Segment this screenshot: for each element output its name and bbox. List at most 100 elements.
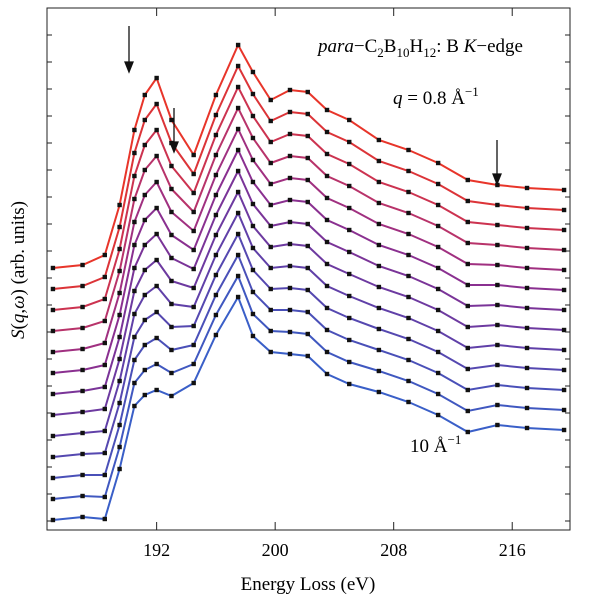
data-point — [406, 252, 411, 258]
data-point — [169, 301, 174, 307]
data-point — [142, 192, 147, 198]
data-point — [132, 219, 137, 225]
data-point — [132, 380, 137, 386]
data-point — [465, 345, 470, 351]
data-point — [154, 335, 159, 341]
data-point — [435, 223, 441, 229]
data-point — [213, 152, 219, 158]
data-point — [117, 334, 122, 340]
data-point — [102, 406, 107, 412]
title-part: : B — [436, 36, 463, 57]
data-point — [142, 342, 147, 348]
data-point — [524, 345, 530, 351]
data-point — [117, 444, 122, 450]
data-point — [117, 400, 122, 406]
data-point — [435, 160, 441, 166]
data-point — [132, 357, 137, 363]
data-point — [191, 361, 196, 367]
data-point — [524, 425, 530, 431]
data-point — [102, 274, 107, 280]
data-point — [287, 153, 293, 159]
data-point — [305, 287, 310, 293]
x-tick-label: 200 — [262, 540, 289, 560]
data-point — [50, 496, 56, 502]
data-point — [435, 202, 441, 208]
data-point — [305, 155, 310, 161]
data-point — [250, 289, 256, 295]
data-point — [169, 163, 174, 169]
data-point — [524, 325, 530, 331]
annotation-part: −1 — [465, 84, 479, 99]
data-point — [117, 246, 122, 252]
data-point — [268, 160, 273, 166]
data-point — [287, 219, 293, 225]
data-point — [80, 283, 85, 289]
annotation-part: = 0.8 Å — [403, 88, 466, 109]
data-point — [132, 242, 137, 248]
data-point — [376, 368, 382, 374]
title-part: B — [384, 36, 397, 57]
data-point — [102, 516, 107, 522]
annotation-part: 10 Å — [410, 436, 448, 457]
data-point — [191, 171, 196, 177]
data-point — [213, 292, 219, 298]
data-point — [117, 312, 122, 318]
data-point — [268, 244, 273, 250]
data-point — [465, 303, 470, 309]
data-point — [191, 304, 196, 310]
series-line — [52, 252, 565, 479]
data-point — [250, 179, 256, 185]
data-point — [287, 307, 293, 313]
data-point — [142, 317, 147, 323]
data-point — [132, 288, 137, 294]
data-point — [287, 351, 293, 357]
data-point — [80, 304, 85, 310]
data-point — [495, 182, 500, 188]
data-point — [154, 309, 159, 315]
data-point — [102, 318, 107, 324]
data-point — [524, 305, 530, 311]
data-point — [324, 107, 330, 113]
data-point — [305, 177, 310, 183]
data-point — [250, 201, 256, 207]
data-point — [80, 367, 85, 373]
data-point — [142, 92, 147, 98]
series-line — [52, 294, 565, 521]
data-point — [142, 142, 147, 148]
data-point — [524, 405, 530, 411]
data-point — [169, 255, 174, 261]
data-point — [191, 285, 196, 291]
title-part: −C — [354, 36, 377, 57]
data-point — [465, 261, 470, 267]
data-point — [102, 296, 107, 302]
data-point — [191, 209, 196, 215]
data-point — [287, 87, 293, 93]
data-point — [250, 135, 256, 141]
data-point — [495, 202, 500, 208]
data-point — [154, 127, 159, 133]
data-point — [235, 168, 241, 174]
data-point — [495, 402, 500, 408]
data-point — [80, 388, 85, 394]
data-point — [250, 311, 256, 317]
data-point — [268, 139, 273, 145]
data-point — [191, 228, 196, 234]
data-point — [250, 69, 256, 75]
data-point — [305, 199, 310, 205]
data-point — [132, 127, 137, 133]
data-point — [142, 292, 147, 298]
data-point — [117, 466, 122, 472]
data-point — [250, 245, 256, 251]
data-point — [250, 333, 256, 339]
data-point — [235, 252, 241, 258]
data-point — [435, 349, 441, 355]
data-point — [191, 323, 196, 329]
title-part: 2 — [377, 45, 384, 60]
data-point — [561, 327, 567, 333]
data-point — [132, 403, 137, 409]
series-line — [52, 168, 565, 395]
data-point — [376, 242, 382, 248]
data-point — [287, 285, 293, 291]
data-point — [80, 346, 85, 352]
